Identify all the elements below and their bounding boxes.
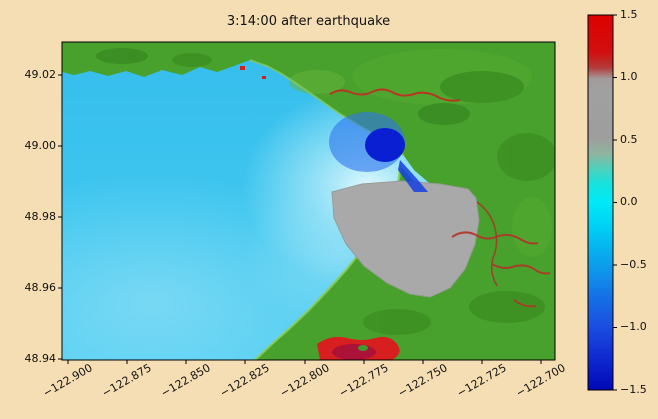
creek-runup-se [513, 299, 537, 308]
y-tick-label: 49.02 [24, 68, 57, 81]
colorbar-tick-label: −1.5 [620, 383, 647, 396]
inlet-channel [398, 160, 428, 192]
plot-title: 3:14:00 after earthquake [226, 14, 391, 29]
shore-runup-speck-2 [262, 76, 266, 79]
colorbar-gradient [587, 14, 614, 391]
x-axis-ticks [67, 360, 542, 364]
y-tick-label: 48.96 [24, 281, 57, 294]
runup-features [240, 66, 551, 360]
colorbar-tick-label: 0.5 [620, 133, 638, 146]
shore-runup-speck-1 [240, 66, 245, 70]
drawdown-region [365, 128, 405, 162]
y-tick-label: 48.94 [24, 352, 57, 365]
y-axis-ticks [58, 74, 62, 360]
y-tick-label: 48.98 [24, 210, 57, 223]
colorbar-ticks [613, 14, 617, 391]
colorbar-tick-label: 1.0 [620, 70, 638, 83]
colorbar-tick-label: 0.0 [620, 195, 638, 208]
south-shore-runup-fleck [358, 345, 368, 351]
creek-runup-east-2 [491, 263, 551, 275]
plot-frame [61, 41, 556, 361]
creek-runup-harbor-edge [476, 201, 498, 287]
land-texture [96, 48, 555, 335]
y-tick-label: 49.00 [24, 139, 57, 152]
colorbar-tick-label: −0.5 [620, 258, 647, 271]
creek-runup-north [329, 88, 461, 102]
harbor-region [331, 180, 480, 298]
colorbar-tick-label: 1.5 [620, 8, 638, 21]
map-field [62, 42, 555, 360]
colorbar-tick-label: −1.0 [620, 320, 647, 333]
south-shore-runup-core [332, 344, 376, 360]
